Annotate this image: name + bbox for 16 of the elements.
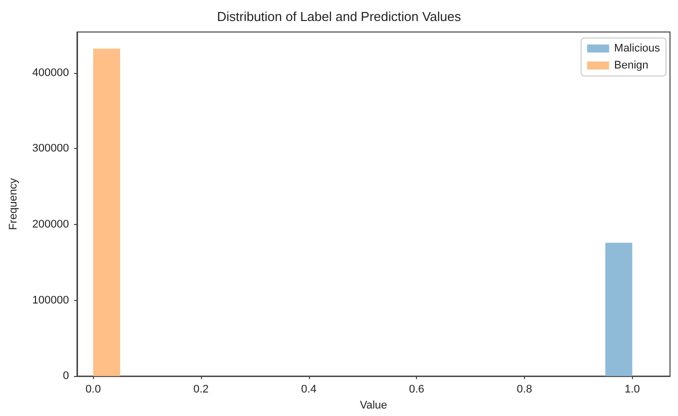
chart-title: Distribution of Label and Prediction Values [216,9,462,24]
y-tick-label: 0 [62,370,69,382]
x-tick-label: 0.8 [516,384,532,396]
x-tick-label: 0.2 [193,384,209,396]
y-tick-label: 100000 [32,294,69,306]
x-tick-label: 0.6 [408,384,424,396]
x-tick-label: 0.0 [86,384,101,396]
y-tick-label: 200000 [32,218,69,231]
x-tick-label: 1.0 [624,384,640,396]
x-tick-label: 0.4 [301,384,316,396]
legend-label: Benign [614,60,648,72]
y-tick-label: 400000 [32,66,69,79]
legend-label: Malicious [614,42,660,54]
y-axis-title: Frequency [8,178,20,230]
x-axis-title: Value [360,400,388,412]
y-tick-label: 300000 [32,142,69,155]
